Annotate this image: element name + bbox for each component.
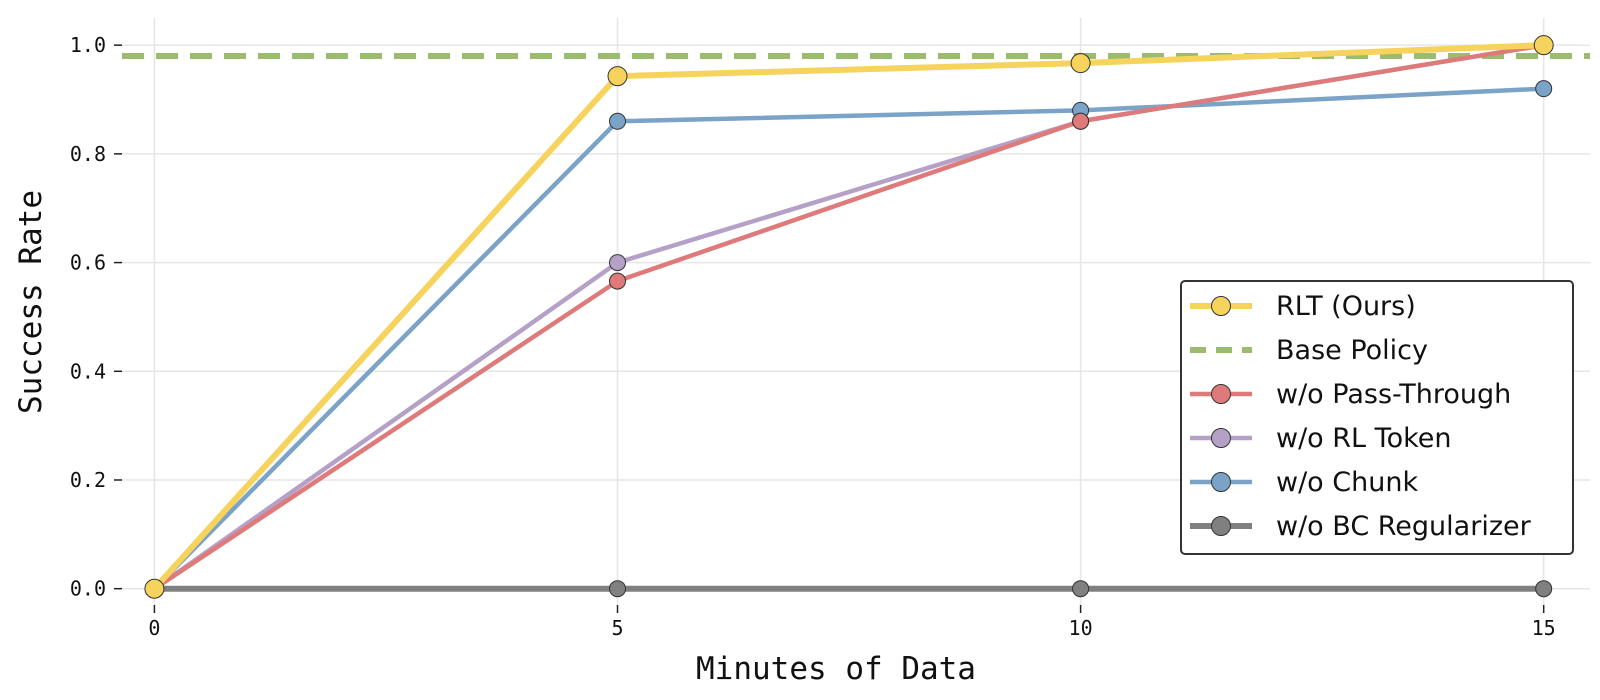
legend-box (1180, 280, 1574, 555)
legend-label-w-o-chunk: w/o Chunk (1276, 467, 1418, 498)
data-point-w-o-bc-regularizer (1535, 580, 1553, 598)
legend-label-base-policy: Base Policy (1276, 335, 1428, 366)
y-tick-label: 1.0 (70, 33, 106, 57)
x-tick-label: 0 (148, 616, 160, 640)
x-tick-label: 10 (1069, 616, 1093, 640)
legend-label-w-o-bc-regularizer: w/o BC Regularizer (1276, 511, 1532, 542)
data-point-w-o-bc-regularizer (609, 580, 627, 598)
data-point-rlt-ours (1070, 53, 1091, 74)
legend-label-w-o-pass-through: w/o Pass-Through (1276, 379, 1511, 410)
y-tick-label: 0.8 (70, 142, 106, 166)
series-layer (122, 42, 1590, 592)
data-point-w-o-rl-token (609, 254, 627, 272)
y-tick-label: 0.2 (70, 468, 106, 492)
legend-label-w-o-rl-token: w/o RL Token (1276, 423, 1452, 454)
x-axis-ticks: 0 5 10 15 (148, 605, 1556, 640)
y-axis-title: Success Rate (13, 190, 49, 414)
legend-marker-w-o-rl-token (1211, 428, 1231, 448)
data-point-w-o-pass-through (1072, 112, 1090, 130)
legend-label-rlt-ours: RLT (Ours) (1276, 291, 1416, 322)
series-line-rlt-ours (151, 42, 1547, 592)
y-tick-label: 0.6 (70, 251, 106, 275)
data-point-w-o-bc-regularizer (1072, 580, 1090, 598)
legend-marker-w-o-bc-regularizer (1211, 516, 1231, 536)
legend-marker-w-o-pass-through (1211, 384, 1231, 404)
series-line-w-o-chunk (152, 86, 1546, 591)
y-axis-ticks: 0.0 0.2 0.4 0.6 0.8 1.0 (70, 33, 122, 601)
data-point-rlt-ours (1533, 35, 1554, 56)
data-point-rlt-ours (144, 578, 165, 599)
series-line-w-o-pass-through (152, 42, 1546, 591)
y-tick-label: 0.0 (70, 577, 106, 601)
legend: RLT (Ours) Base Policy w/o Pass-Through w/o… (1180, 280, 1574, 555)
data-point-w-o-pass-through (609, 272, 627, 290)
markers-layer (144, 35, 1554, 599)
data-point-rlt-ours (607, 66, 628, 87)
x-axis-title: Minutes of Data (696, 651, 976, 687)
data-point-w-o-chunk (1535, 80, 1553, 98)
legend-marker-w-o-chunk (1211, 472, 1231, 492)
x-tick-label: 15 (1532, 616, 1556, 640)
legend-marker-rlt-ours (1211, 296, 1231, 316)
data-point-w-o-chunk (609, 112, 627, 130)
y-tick-label: 0.4 (70, 359, 106, 383)
x-tick-label: 5 (611, 616, 623, 640)
